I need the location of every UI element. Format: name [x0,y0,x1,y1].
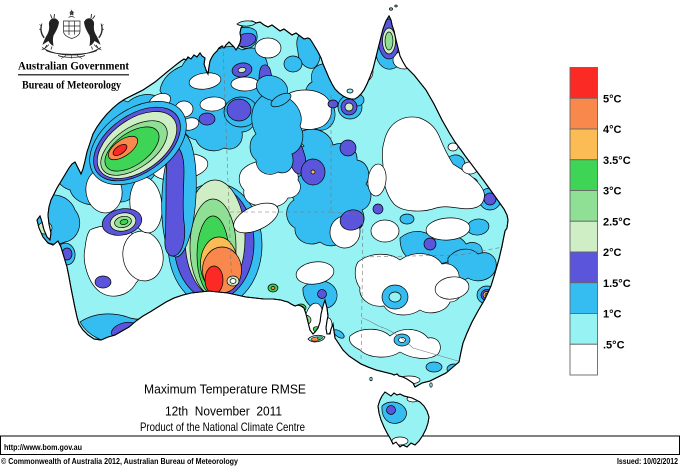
svg-text:http://www.bom.gov.au: http://www.bom.gov.au [4,443,82,452]
svg-text:2.5°C: 2.5°C [603,216,631,228]
svg-text:1°C: 1°C [603,309,622,321]
svg-text:Australian Government: Australian Government [18,59,129,73]
svg-text:Maximum Temperature RMSE: Maximum Temperature RMSE [144,382,306,397]
svg-text:1.5°C: 1.5°C [603,278,631,290]
svg-text:Issued: 10/02/2012: Issued: 10/02/2012 [617,457,678,466]
svg-text:© Commonwealth of Australia 20: © Commonwealth of Australia 2012, Austra… [1,457,238,466]
svg-text:12th November 2011: 12th November 2011 [165,404,282,419]
svg-text:3.5°C: 3.5°C [603,155,631,167]
svg-text:4°C: 4°C [603,124,622,136]
svg-text:Product of the National Climat: Product of the National Climate Centre [140,420,305,434]
svg-text:.5°C: .5°C [603,339,625,351]
svg-text:3°C: 3°C [603,186,622,198]
svg-text:5°C: 5°C [603,93,622,105]
svg-text:Bureau of Meteorology: Bureau of Meteorology [22,80,121,92]
svg-text:2°C: 2°C [603,247,622,259]
